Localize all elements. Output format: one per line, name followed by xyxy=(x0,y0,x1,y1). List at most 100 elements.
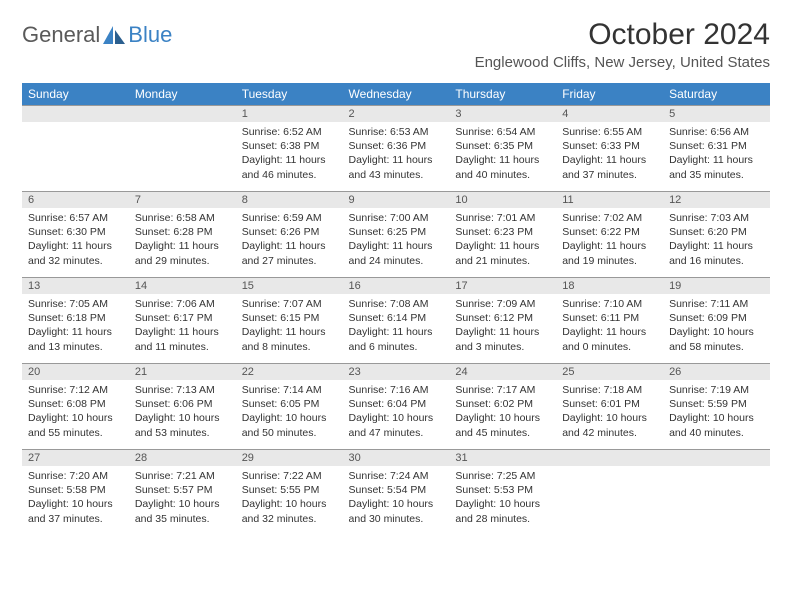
calendar-day-cell: 5Sunrise: 6:56 AMSunset: 6:31 PMDaylight… xyxy=(663,105,770,191)
sunrise-text: Sunrise: 7:02 AM xyxy=(562,211,657,225)
daylight-text: Daylight: 10 hours and 35 minutes. xyxy=(135,497,230,525)
daylight-text: Daylight: 10 hours and 28 minutes. xyxy=(455,497,550,525)
daylight-text: Daylight: 10 hours and 30 minutes. xyxy=(349,497,444,525)
sunrise-text: Sunrise: 7:01 AM xyxy=(455,211,550,225)
sunset-text: Sunset: 5:54 PM xyxy=(349,483,444,497)
daylight-text: Daylight: 11 hours and 43 minutes. xyxy=(349,153,444,181)
title-block: October 2024 Englewood Cliffs, New Jerse… xyxy=(475,18,770,71)
calendar-week-row: 20Sunrise: 7:12 AMSunset: 6:08 PMDayligh… xyxy=(22,363,770,449)
calendar-week-row: 1Sunrise: 6:52 AMSunset: 6:38 PMDaylight… xyxy=(22,105,770,191)
calendar-day-cell: 25Sunrise: 7:18 AMSunset: 6:01 PMDayligh… xyxy=(556,363,663,449)
calendar-day-cell: 15Sunrise: 7:07 AMSunset: 6:15 PMDayligh… xyxy=(236,277,343,363)
sunrise-text: Sunrise: 7:13 AM xyxy=(135,383,230,397)
day-content: Sunrise: 7:06 AMSunset: 6:17 PMDaylight:… xyxy=(129,294,236,357)
sunrise-text: Sunrise: 6:54 AM xyxy=(455,125,550,139)
sunrise-text: Sunrise: 7:14 AM xyxy=(242,383,337,397)
sunrise-text: Sunrise: 7:16 AM xyxy=(349,383,444,397)
daylight-text: Daylight: 11 hours and 37 minutes. xyxy=(562,153,657,181)
day-number: 19 xyxy=(663,277,770,294)
calendar-day-cell: 18Sunrise: 7:10 AMSunset: 6:11 PMDayligh… xyxy=(556,277,663,363)
sunset-text: Sunset: 5:53 PM xyxy=(455,483,550,497)
calendar-day-cell: 13Sunrise: 7:05 AMSunset: 6:18 PMDayligh… xyxy=(22,277,129,363)
day-content: Sunrise: 7:24 AMSunset: 5:54 PMDaylight:… xyxy=(343,466,450,529)
calendar-day-cell: 28Sunrise: 7:21 AMSunset: 5:57 PMDayligh… xyxy=(129,449,236,535)
sunrise-text: Sunrise: 7:17 AM xyxy=(455,383,550,397)
calendar-day-cell: 19Sunrise: 7:11 AMSunset: 6:09 PMDayligh… xyxy=(663,277,770,363)
calendar-day-cell: 4Sunrise: 6:55 AMSunset: 6:33 PMDaylight… xyxy=(556,105,663,191)
day-content: Sunrise: 7:08 AMSunset: 6:14 PMDaylight:… xyxy=(343,294,450,357)
day-content: Sunrise: 7:07 AMSunset: 6:15 PMDaylight:… xyxy=(236,294,343,357)
daylight-text: Daylight: 11 hours and 35 minutes. xyxy=(669,153,764,181)
day-number: 30 xyxy=(343,449,450,466)
sunrise-text: Sunrise: 7:12 AM xyxy=(28,383,123,397)
daylight-text: Daylight: 11 hours and 0 minutes. xyxy=(562,325,657,353)
calendar-week-row: 27Sunrise: 7:20 AMSunset: 5:58 PMDayligh… xyxy=(22,449,770,535)
day-number: 21 xyxy=(129,363,236,380)
day-number: 23 xyxy=(343,363,450,380)
sunset-text: Sunset: 6:15 PM xyxy=(242,311,337,325)
day-content: Sunrise: 7:00 AMSunset: 6:25 PMDaylight:… xyxy=(343,208,450,271)
sunset-text: Sunset: 6:30 PM xyxy=(28,225,123,239)
day-content: Sunrise: 6:57 AMSunset: 6:30 PMDaylight:… xyxy=(22,208,129,271)
day-content: Sunrise: 6:59 AMSunset: 6:26 PMDaylight:… xyxy=(236,208,343,271)
daylight-text: Daylight: 10 hours and 50 minutes. xyxy=(242,411,337,439)
day-content: Sunrise: 7:12 AMSunset: 6:08 PMDaylight:… xyxy=(22,380,129,443)
day-number: 14 xyxy=(129,277,236,294)
empty-day xyxy=(556,449,663,466)
calendar-day-cell: 22Sunrise: 7:14 AMSunset: 6:05 PMDayligh… xyxy=(236,363,343,449)
calendar-week-row: 6Sunrise: 6:57 AMSunset: 6:30 PMDaylight… xyxy=(22,191,770,277)
sunrise-text: Sunrise: 7:18 AM xyxy=(562,383,657,397)
calendar-day-cell: 17Sunrise: 7:09 AMSunset: 6:12 PMDayligh… xyxy=(449,277,556,363)
header: General Blue October 2024 Englewood Clif… xyxy=(22,18,770,71)
sunset-text: Sunset: 6:01 PM xyxy=(562,397,657,411)
daylight-text: Daylight: 11 hours and 3 minutes. xyxy=(455,325,550,353)
daylight-text: Daylight: 11 hours and 46 minutes. xyxy=(242,153,337,181)
sunrise-text: Sunrise: 6:56 AM xyxy=(669,125,764,139)
sunrise-text: Sunrise: 6:57 AM xyxy=(28,211,123,225)
weekday-header: Tuesday xyxy=(236,83,343,105)
sunset-text: Sunset: 6:38 PM xyxy=(242,139,337,153)
daylight-text: Daylight: 10 hours and 53 minutes. xyxy=(135,411,230,439)
day-number: 2 xyxy=(343,105,450,122)
daylight-text: Daylight: 10 hours and 37 minutes. xyxy=(28,497,123,525)
day-content: Sunrise: 6:55 AMSunset: 6:33 PMDaylight:… xyxy=(556,122,663,185)
daylight-text: Daylight: 10 hours and 45 minutes. xyxy=(455,411,550,439)
day-number: 8 xyxy=(236,191,343,208)
calendar-day-cell: 7Sunrise: 6:58 AMSunset: 6:28 PMDaylight… xyxy=(129,191,236,277)
day-content: Sunrise: 7:21 AMSunset: 5:57 PMDaylight:… xyxy=(129,466,236,529)
sunset-text: Sunset: 6:36 PM xyxy=(349,139,444,153)
day-content: Sunrise: 7:20 AMSunset: 5:58 PMDaylight:… xyxy=(22,466,129,529)
daylight-text: Daylight: 10 hours and 58 minutes. xyxy=(669,325,764,353)
day-number: 13 xyxy=(22,277,129,294)
daylight-text: Daylight: 11 hours and 19 minutes. xyxy=(562,239,657,267)
weekday-header: Friday xyxy=(556,83,663,105)
daylight-text: Daylight: 10 hours and 32 minutes. xyxy=(242,497,337,525)
day-content: Sunrise: 7:01 AMSunset: 6:23 PMDaylight:… xyxy=(449,208,556,271)
sunset-text: Sunset: 6:14 PM xyxy=(349,311,444,325)
day-number: 6 xyxy=(22,191,129,208)
day-number: 31 xyxy=(449,449,556,466)
calendar-week-row: 13Sunrise: 7:05 AMSunset: 6:18 PMDayligh… xyxy=(22,277,770,363)
daylight-text: Daylight: 11 hours and 21 minutes. xyxy=(455,239,550,267)
sunrise-text: Sunrise: 7:19 AM xyxy=(669,383,764,397)
daylight-text: Daylight: 11 hours and 13 minutes. xyxy=(28,325,123,353)
calendar-day-cell: 1Sunrise: 6:52 AMSunset: 6:38 PMDaylight… xyxy=(236,105,343,191)
day-number: 9 xyxy=(343,191,450,208)
sunset-text: Sunset: 6:12 PM xyxy=(455,311,550,325)
sunrise-text: Sunrise: 6:55 AM xyxy=(562,125,657,139)
sunrise-text: Sunrise: 7:10 AM xyxy=(562,297,657,311)
daylight-text: Daylight: 10 hours and 55 minutes. xyxy=(28,411,123,439)
day-content: Sunrise: 6:58 AMSunset: 6:28 PMDaylight:… xyxy=(129,208,236,271)
sunset-text: Sunset: 6:11 PM xyxy=(562,311,657,325)
sunset-text: Sunset: 6:09 PM xyxy=(669,311,764,325)
calendar-day-cell: 11Sunrise: 7:02 AMSunset: 6:22 PMDayligh… xyxy=(556,191,663,277)
calendar-table: Sunday Monday Tuesday Wednesday Thursday… xyxy=(22,83,770,535)
day-number: 7 xyxy=(129,191,236,208)
sunrise-text: Sunrise: 7:05 AM xyxy=(28,297,123,311)
sunset-text: Sunset: 6:25 PM xyxy=(349,225,444,239)
sunrise-text: Sunrise: 6:58 AM xyxy=(135,211,230,225)
day-content: Sunrise: 7:17 AMSunset: 6:02 PMDaylight:… xyxy=(449,380,556,443)
sunset-text: Sunset: 6:33 PM xyxy=(562,139,657,153)
day-content: Sunrise: 6:54 AMSunset: 6:35 PMDaylight:… xyxy=(449,122,556,185)
daylight-text: Daylight: 11 hours and 32 minutes. xyxy=(28,239,123,267)
